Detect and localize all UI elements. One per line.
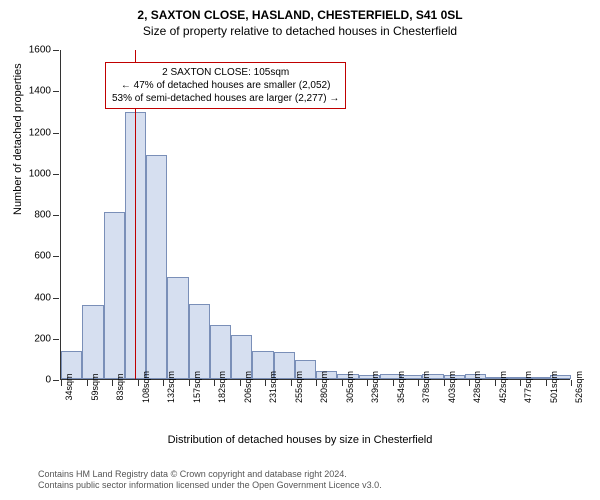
- histogram-bar: [146, 155, 167, 379]
- x-tick: [342, 380, 343, 386]
- x-tick-label: 501sqm: [549, 371, 559, 403]
- y-tick: [53, 91, 59, 92]
- y-tick: [53, 50, 59, 51]
- chart-container: 2, SAXTON CLOSE, HASLAND, CHESTERFIELD, …: [0, 0, 600, 500]
- x-tick: [495, 380, 496, 386]
- y-tick: [53, 174, 59, 175]
- chart-title-secondary: Size of property relative to detached ho…: [0, 22, 600, 38]
- y-tick-label: 200: [34, 333, 51, 344]
- attribution-line1: Contains HM Land Registry data © Crown c…: [38, 469, 382, 481]
- attribution-text: Contains HM Land Registry data © Crown c…: [38, 469, 382, 492]
- y-tick: [53, 298, 59, 299]
- y-tick: [53, 133, 59, 134]
- x-tick-label: 255sqm: [294, 371, 304, 403]
- x-tick-label: 108sqm: [141, 371, 151, 403]
- x-tick: [418, 380, 419, 386]
- annotation-line3: 53% of semi-detached houses are larger (…: [112, 92, 339, 105]
- x-tick-label: 280sqm: [319, 371, 329, 403]
- histogram-bar: [82, 305, 103, 379]
- x-tick: [163, 380, 164, 386]
- x-tick: [138, 380, 139, 386]
- y-tick: [53, 256, 59, 257]
- x-tick: [112, 380, 113, 386]
- chart-title-primary: 2, SAXTON CLOSE, HASLAND, CHESTERFIELD, …: [0, 0, 600, 22]
- x-tick-label: 34sqm: [64, 373, 74, 400]
- y-tick-label: 600: [34, 251, 51, 262]
- x-tick: [316, 380, 317, 386]
- x-tick-label: 378sqm: [421, 371, 431, 403]
- annotation-box: 2 SAXTON CLOSE: 105sqm ← 47% of detached…: [105, 62, 346, 109]
- x-tick-label: 354sqm: [396, 371, 406, 403]
- x-tick: [393, 380, 394, 386]
- x-tick: [571, 380, 572, 386]
- y-tick-label: 0: [45, 375, 51, 386]
- x-tick-label: 329sqm: [370, 371, 380, 403]
- x-tick-label: 206sqm: [243, 371, 253, 403]
- y-tick-label: 1200: [29, 127, 51, 138]
- x-tick-label: 132sqm: [166, 371, 176, 403]
- y-tick-label: 800: [34, 210, 51, 221]
- x-tick: [214, 380, 215, 386]
- y-tick: [53, 339, 59, 340]
- x-tick-label: 452sqm: [498, 371, 508, 403]
- x-tick-label: 59sqm: [90, 373, 100, 400]
- x-tick: [444, 380, 445, 386]
- x-tick-label: 403sqm: [447, 371, 457, 403]
- x-tick-label: 428sqm: [472, 371, 482, 403]
- x-tick-label: 231sqm: [268, 371, 278, 403]
- x-tick-label: 83sqm: [115, 373, 125, 400]
- x-axis-label: Distribution of detached houses by size …: [0, 434, 600, 446]
- x-tick-label: 157sqm: [192, 371, 202, 403]
- x-tick-label: 477sqm: [523, 371, 533, 403]
- y-tick-label: 1600: [29, 45, 51, 56]
- x-tick: [546, 380, 547, 386]
- x-tick: [240, 380, 241, 386]
- y-tick: [53, 215, 59, 216]
- x-tick: [61, 380, 62, 386]
- y-tick-label: 1000: [29, 168, 51, 179]
- x-tick-label: 305sqm: [345, 371, 355, 403]
- x-tick: [87, 380, 88, 386]
- y-tick-label: 1400: [29, 86, 51, 97]
- annotation-line2: ← 47% of detached houses are smaller (2,…: [112, 79, 339, 92]
- annotation-line1: 2 SAXTON CLOSE: 105sqm: [112, 66, 339, 79]
- x-tick: [291, 380, 292, 386]
- x-tick: [520, 380, 521, 386]
- x-tick: [469, 380, 470, 386]
- x-tick-label: 182sqm: [217, 371, 227, 403]
- y-tick-label: 400: [34, 292, 51, 303]
- y-tick: [53, 380, 59, 381]
- histogram-bar: [167, 277, 188, 379]
- x-tick: [265, 380, 266, 386]
- histogram-bar: [104, 212, 125, 379]
- y-axis-label: Number of detached properties: [12, 63, 24, 215]
- histogram-bar: [189, 304, 210, 379]
- x-tick: [189, 380, 190, 386]
- x-tick: [367, 380, 368, 386]
- attribution-line2: Contains public sector information licen…: [38, 480, 382, 492]
- x-tick-label: 526sqm: [574, 371, 584, 403]
